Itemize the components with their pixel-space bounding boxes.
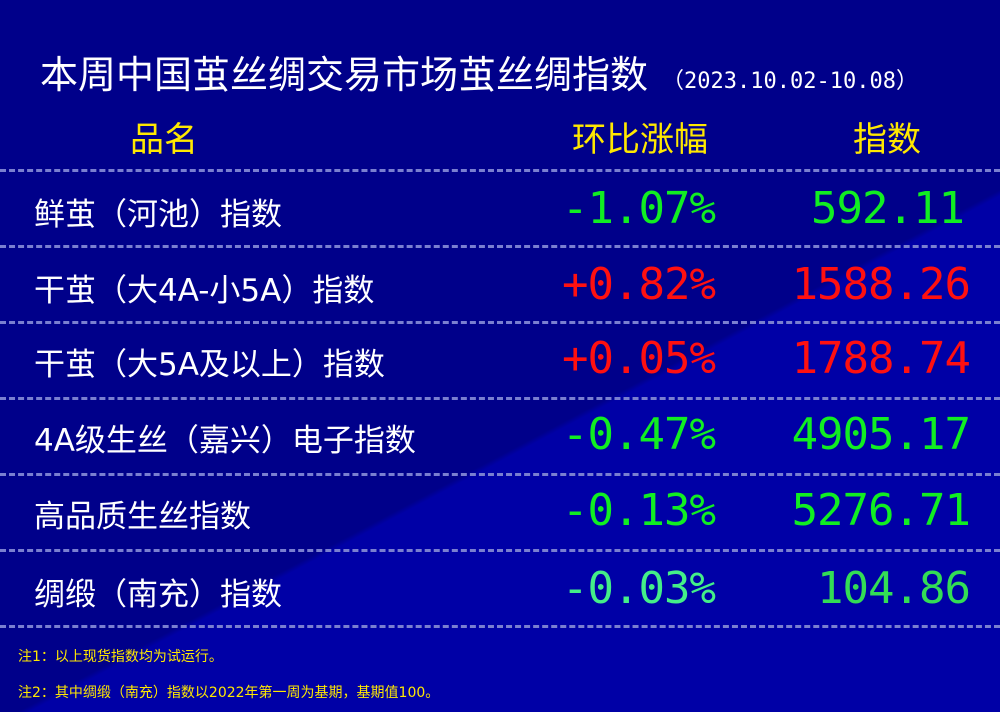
table-row: 鲜茧（河池）指数 -1.07% 592.11	[0, 171, 1000, 247]
row-change: +0.05%	[562, 333, 716, 384]
divider	[0, 321, 1000, 324]
divider	[0, 397, 1000, 400]
header-name: 品名	[130, 120, 198, 160]
header-change: 环比涨幅	[572, 120, 708, 160]
row-name: 高品质生丝指数	[34, 499, 251, 535]
row-name: 鲜茧（河池）指数	[34, 197, 282, 233]
table-row: 干茧（大4A-小5A）指数 +0.82% 1588.26	[0, 247, 1000, 323]
row-value: 1788.74	[791, 333, 971, 384]
row-name: 绸缎（南充）指数	[34, 577, 282, 613]
row-change: -0.13%	[562, 485, 716, 536]
table-row: 绸缎（南充）指数 -0.03% 104.86	[0, 551, 1000, 627]
table-row: 高品质生丝指数 -0.13% 5276.71	[0, 473, 1000, 549]
divider	[0, 549, 1000, 552]
divider	[0, 169, 1000, 172]
table-row: 干茧（大5A及以上）指数 +0.05% 1788.74	[0, 321, 1000, 397]
divider	[0, 625, 1000, 628]
page-title: 本周中国茧丝绸交易市场茧丝绸指数 （2023.10.02-10.08）	[40, 44, 918, 99]
row-change: +0.82%	[562, 259, 716, 310]
row-name: 干茧（大5A及以上）指数	[34, 347, 385, 383]
note-2: 注2：其中绸缎（南充）指数以2022年第一周为基期，基期值100。	[18, 685, 440, 701]
divider	[0, 473, 1000, 476]
row-change: -0.03%	[562, 563, 716, 614]
title-text: 本周中国茧丝绸交易市场茧丝绸指数	[40, 53, 649, 97]
row-value: 104.86	[817, 563, 971, 614]
row-value: 1588.26	[791, 259, 971, 310]
table-row: 4A级生丝（嘉兴）电子指数 -0.47% 4905.17	[0, 397, 1000, 473]
header-index: 指数	[853, 120, 921, 160]
row-value: 4905.17	[791, 409, 971, 460]
row-value: 592.11	[811, 183, 965, 234]
date-range: （2023.10.02-10.08）	[662, 69, 918, 94]
divider	[0, 245, 1000, 248]
row-change: -1.07%	[562, 183, 716, 234]
row-value: 5276.71	[791, 485, 971, 536]
note-1: 注1：以上现货指数均为试运行。	[18, 649, 223, 665]
row-name: 4A级生丝（嘉兴）电子指数	[34, 423, 416, 459]
row-change: -0.47%	[562, 409, 716, 460]
row-name: 干茧（大4A-小5A）指数	[34, 273, 375, 309]
